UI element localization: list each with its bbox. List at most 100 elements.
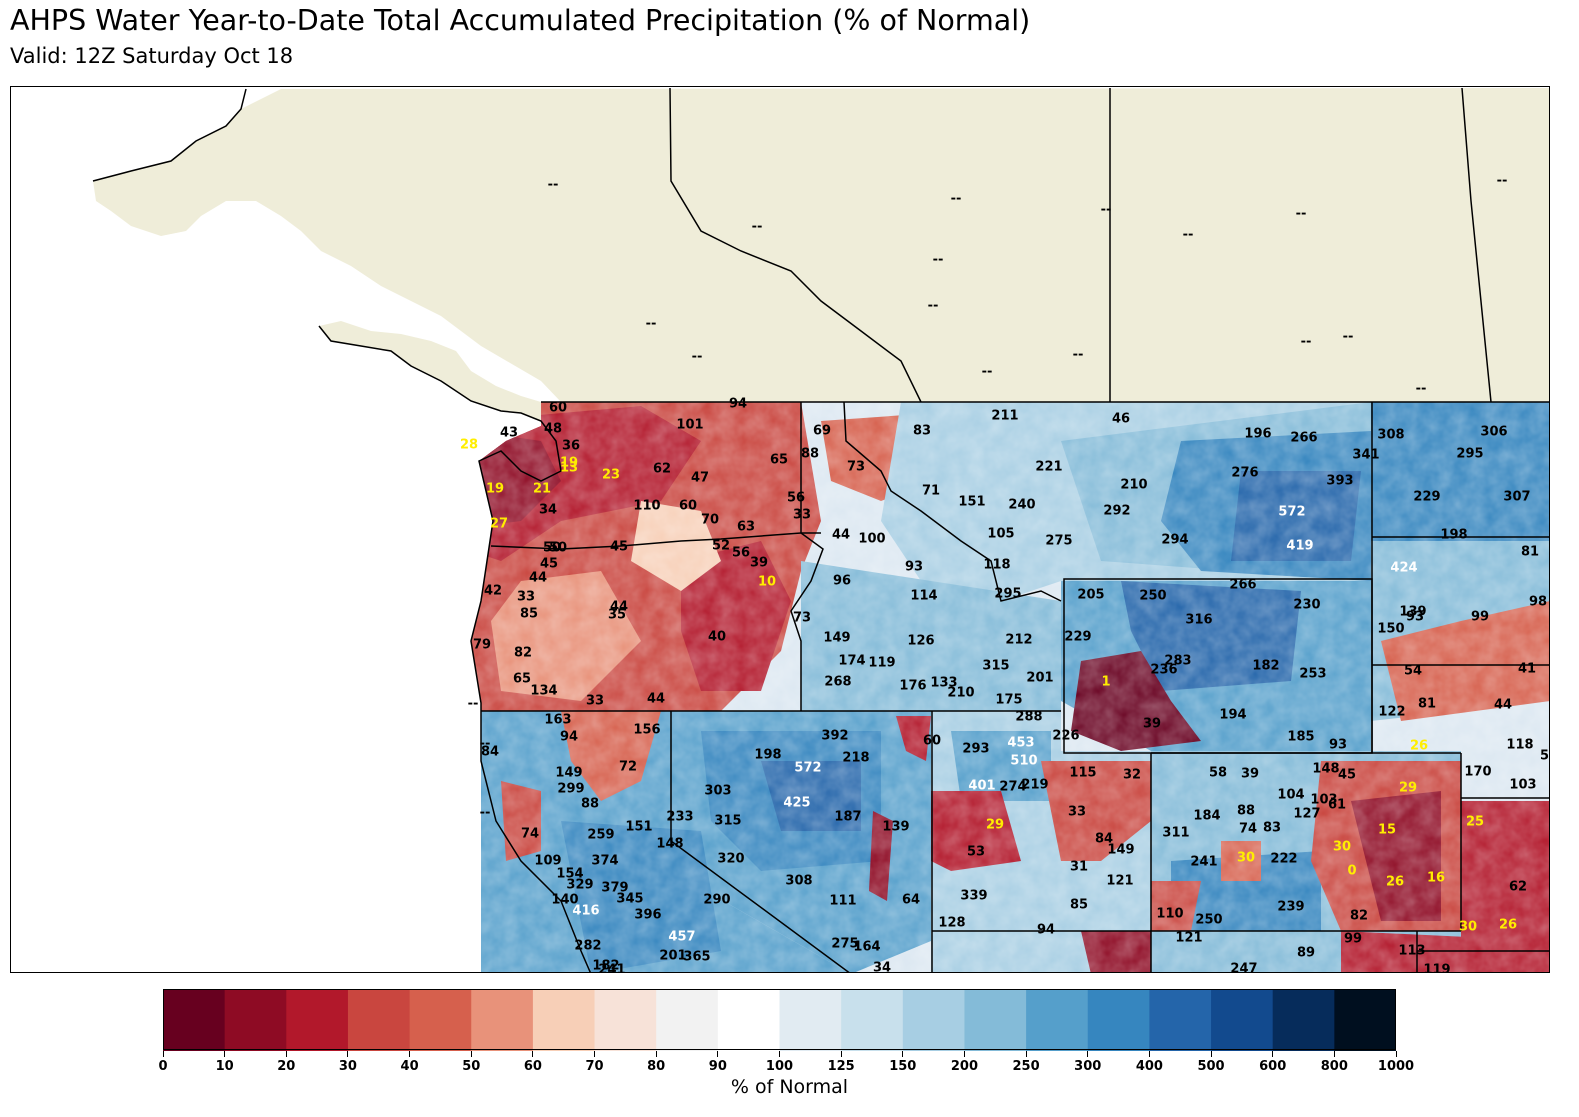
colorbar-tick-label: 800	[1320, 1059, 1348, 1074]
no-data-mark: --	[1343, 330, 1354, 345]
station-value: 205	[1077, 588, 1104, 603]
station-value: 126	[907, 634, 934, 649]
station-value: 93	[1329, 738, 1347, 753]
station-value: 79	[473, 638, 491, 653]
station-value: 15	[1378, 823, 1396, 838]
colorbar-tick-label: 30	[338, 1059, 357, 1074]
station-value: 61	[1328, 798, 1346, 813]
station-value: 118	[983, 558, 1010, 573]
station-value: 210	[1120, 478, 1147, 493]
no-data-mark: --	[1183, 228, 1194, 243]
no-data-mark: --	[480, 737, 491, 752]
station-value: 118	[1506, 738, 1533, 753]
station-value: 424	[1390, 561, 1417, 576]
colorbar-tick-mark	[162, 1051, 164, 1057]
station-value: 198	[1440, 528, 1467, 543]
station-value: 1	[1101, 675, 1110, 690]
station-value: 457	[668, 930, 695, 945]
station-value: 30	[1459, 920, 1477, 935]
colorbar-tick-mark	[779, 1051, 780, 1057]
station-value: 88	[1237, 804, 1255, 819]
station-value: 149	[555, 766, 582, 781]
station-value: 71	[922, 484, 940, 499]
station-value: 85	[520, 607, 538, 622]
station-value: 365	[683, 950, 710, 965]
station-value: 221	[1035, 460, 1062, 475]
station-value: 44	[832, 528, 850, 543]
station-value: 139	[882, 820, 909, 835]
colorbar-tick-label: 600	[1259, 1059, 1287, 1074]
colorbar-tick-label: 90	[708, 1059, 727, 1074]
boundaries	[92, 87, 1549, 972]
station-value: 148	[656, 837, 683, 852]
no-data-marks: -- -- -- -- -- -- -- -- -- -- -- -- -- -- -- -- -- -- --	[468, 174, 1508, 821]
station-value: 294	[1161, 533, 1188, 548]
station-value: 16	[1427, 871, 1445, 886]
colorbar-tick-mark	[347, 1051, 349, 1057]
station-value: 40	[708, 630, 726, 645]
station-value: 42	[484, 584, 502, 599]
station-value: 241	[598, 963, 625, 974]
station-value: 211	[991, 409, 1018, 424]
station-value: 35	[608, 608, 626, 623]
station-value: 58	[1209, 766, 1227, 781]
station-value: 64	[902, 893, 920, 908]
station-value: 295	[1456, 447, 1483, 462]
station-value: 163	[544, 713, 571, 728]
precipitation-map: -- -- -- -- -- -- -- -- -- -- -- -- -- -- -- -- -- -- -- 6…	[10, 86, 1550, 973]
colorbar-bin	[964, 989, 1027, 1051]
no-data-mark: --	[951, 192, 962, 207]
station-value: 93	[905, 560, 923, 575]
colorbar-tick-mark	[470, 1051, 472, 1057]
no-data-mark: --	[480, 806, 491, 821]
station-value: 308	[1377, 428, 1404, 443]
station-value: 148	[1312, 762, 1339, 777]
station-value: 198	[754, 748, 781, 763]
station-value: 320	[717, 852, 744, 867]
colorbar-tick-mark	[594, 1051, 596, 1057]
colorbar-bin	[594, 989, 657, 1051]
station-value: 30	[1237, 851, 1255, 866]
station-value: 39	[750, 556, 768, 571]
station-value: 187	[834, 810, 861, 825]
station-value: 292	[1103, 504, 1130, 519]
station-value: 174	[838, 654, 865, 669]
no-data-mark: --	[1497, 174, 1508, 189]
colorbar-tick-label: 10	[215, 1059, 234, 1074]
station-value: 72	[619, 760, 637, 775]
station-value: 241	[1190, 855, 1217, 870]
station-value: 151	[958, 495, 985, 510]
station-value: 81	[1521, 545, 1539, 560]
colorbar-tick-mark	[1272, 1051, 1274, 1057]
station-value: 345	[616, 892, 643, 907]
station-value: 21	[533, 482, 551, 497]
station-value: 275	[831, 937, 858, 952]
station-value: 60	[549, 401, 567, 416]
station-value: 43	[500, 426, 518, 441]
colorbar-tick-mark	[655, 1051, 657, 1057]
valid-time: Valid: 12Z Saturday Oct 18	[10, 44, 294, 68]
station-value: 226	[1052, 729, 1079, 744]
station-value: 140	[551, 893, 578, 908]
colorbar-tick-label: 400	[1135, 1059, 1163, 1074]
station-value: 303	[704, 784, 731, 799]
station-value: 26	[1499, 918, 1517, 933]
station-value: 201	[1026, 671, 1053, 686]
station-value: 308	[785, 874, 812, 889]
station-value: 31	[1070, 860, 1088, 875]
station-value: 45	[1338, 768, 1356, 783]
no-data-mark: --	[1416, 382, 1427, 397]
station-value: 83	[1263, 821, 1281, 836]
station-value: 34	[873, 961, 891, 974]
station-value: 44	[1494, 698, 1512, 713]
station-value: 290	[703, 893, 730, 908]
colorbar-tick-mark	[409, 1051, 411, 1057]
station-value: 44	[529, 571, 547, 586]
station-value: 276	[1231, 466, 1258, 481]
station-value: 115	[1069, 766, 1096, 781]
colorbar-bin	[286, 989, 349, 1051]
no-data-mark: --	[692, 350, 703, 365]
station-value: 164	[853, 940, 880, 955]
colorbar-label: % of Normal	[730, 1076, 849, 1098]
station-value: 28	[460, 438, 478, 453]
